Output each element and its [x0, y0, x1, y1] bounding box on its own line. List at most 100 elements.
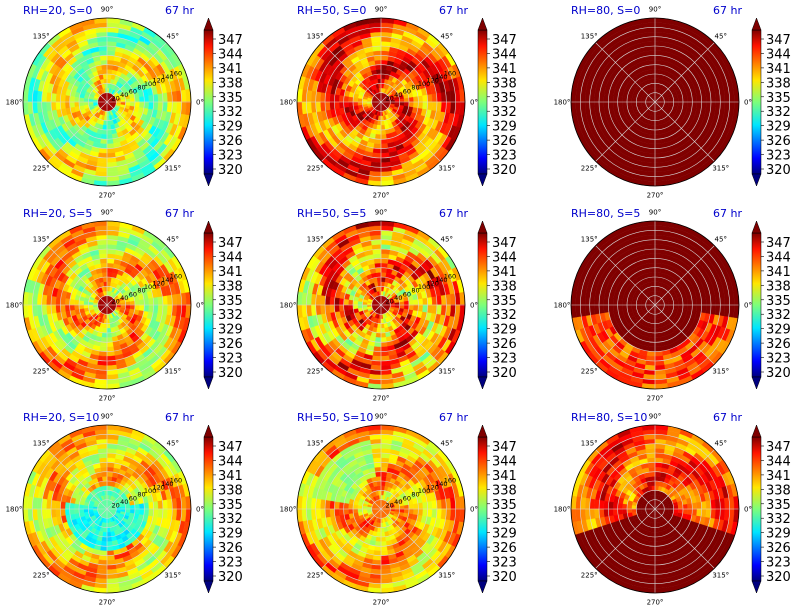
panel-grid: 90°45°0°315°270°225°180°135°20 40 60 801001… — [6, 4, 791, 607]
heat-cell — [650, 124, 656, 131]
angle-tick-label: 225° — [307, 367, 324, 375]
polar-grid — [23, 18, 191, 186]
angle-tick-label: 270° — [647, 192, 664, 200]
heat-cell — [60, 94, 66, 103]
heat-cell — [654, 143, 663, 149]
colorbar-tick-label: 335 — [766, 294, 791, 309]
heat-cell — [69, 298, 75, 306]
panel-3: 90°45°0°315°270°225°180°135°RH=80, S=0 67… — [554, 4, 791, 200]
heat-cell — [334, 94, 340, 103]
colorbar-tick-label: 338 — [218, 279, 243, 294]
heat-cell — [125, 101, 131, 106]
heat-cell — [102, 531, 108, 538]
heat-cell — [143, 304, 150, 312]
heat-cell — [617, 298, 623, 306]
angle-tick-label: 45° — [715, 33, 727, 41]
heat-cell — [60, 101, 66, 110]
angle-tick-label: 0° — [196, 302, 204, 310]
radial-tick-label: 120 — [153, 77, 165, 85]
heat-cell — [373, 346, 382, 352]
heat-cell — [612, 304, 619, 312]
heat-cell — [654, 78, 659, 84]
radial-tick-label: 80 — [137, 84, 145, 92]
colorbar-tick-label: 329 — [766, 120, 791, 135]
colorbar-tick-label: 344 — [218, 47, 243, 62]
colorbar-extend-min — [477, 376, 488, 390]
radial-tick-label: 40 — [120, 91, 128, 99]
heat-cell — [373, 143, 382, 149]
heat-cell — [101, 332, 108, 338]
heat-cell — [60, 304, 66, 313]
heat-cell — [380, 64, 388, 70]
colorbar-tick-label: 338 — [766, 76, 791, 91]
angle-tick-label: 90° — [375, 209, 387, 217]
heat-cell — [74, 299, 80, 306]
heat-cell — [380, 69, 387, 75]
heat-cell — [654, 272, 661, 278]
heat-cell — [106, 69, 113, 75]
time-label: 67 hr — [165, 207, 194, 220]
panel-7: 90°45°0°315°270°225°180°135°20 40 60 801001… — [6, 411, 243, 607]
radial-tick-label: 40 — [394, 294, 402, 302]
heat-cell — [696, 101, 702, 110]
time-label: 67 hr — [439, 207, 468, 220]
colorbar-extend-max — [203, 17, 214, 31]
heat-cell — [99, 143, 108, 149]
polar-frame — [22, 17, 192, 187]
colorbar-tick-label: 344 — [218, 250, 243, 265]
heat-cell — [374, 59, 382, 66]
angle-tick-label: 45° — [167, 236, 179, 244]
heat-cell — [99, 346, 108, 352]
heat-cell — [648, 134, 656, 140]
heat-cell — [83, 505, 89, 510]
colorbar-tick-label: 326 — [218, 134, 243, 149]
heat-cell — [380, 59, 388, 66]
heat-cell — [399, 304, 405, 309]
heat-cell — [380, 55, 389, 61]
angle-tick-label: 0° — [196, 99, 204, 107]
heat-cell — [403, 101, 410, 107]
colorbar-tick-label: 347 — [218, 33, 243, 48]
heat-cell — [148, 101, 154, 110]
heat-cell — [380, 138, 388, 145]
heat-cell — [380, 346, 389, 352]
heat-cell — [143, 298, 150, 306]
colorbar-tick-label: 335 — [218, 294, 243, 309]
heat-cell — [106, 485, 111, 491]
heat-cell — [648, 59, 656, 66]
heat-cell — [69, 502, 75, 510]
heat-cell — [649, 129, 656, 135]
colorbar-tick-label: 338 — [492, 279, 517, 294]
colorbar-tick-label: 332 — [766, 308, 791, 323]
colorbar-gradient — [751, 232, 762, 378]
heat-cell — [343, 95, 349, 103]
heat-cell — [403, 304, 410, 310]
colorbar-tick-label: 341 — [766, 62, 791, 77]
time-label: 67 hr — [165, 4, 194, 17]
heat-cell — [106, 267, 114, 273]
heat-cell — [100, 59, 108, 66]
heat-cell — [106, 341, 114, 348]
heat-cell — [380, 262, 388, 269]
colorbar-tick-label: 329 — [492, 323, 517, 338]
colorbar-tick-label: 326 — [766, 134, 791, 149]
heat-cell — [608, 94, 614, 103]
colorbar-tick-label: 320 — [218, 163, 243, 178]
heat-cell — [134, 304, 140, 311]
heat-cell — [106, 276, 112, 283]
heat-cell — [651, 120, 656, 126]
radial-tick-label: 40 — [394, 91, 402, 99]
heat-cell — [106, 471, 114, 477]
colorbar-extend-min — [203, 376, 214, 390]
heat-cell — [417, 95, 424, 103]
heat-cell — [106, 262, 114, 269]
colorbar-tick-label: 323 — [766, 149, 791, 164]
panel-title: RH=20, S=5 — [23, 207, 92, 220]
heat-cell — [647, 143, 656, 149]
heat-cell — [380, 73, 386, 80]
colorbar-extend-max — [477, 220, 488, 234]
heat-cell — [60, 297, 66, 306]
heat-cell — [648, 341, 656, 348]
